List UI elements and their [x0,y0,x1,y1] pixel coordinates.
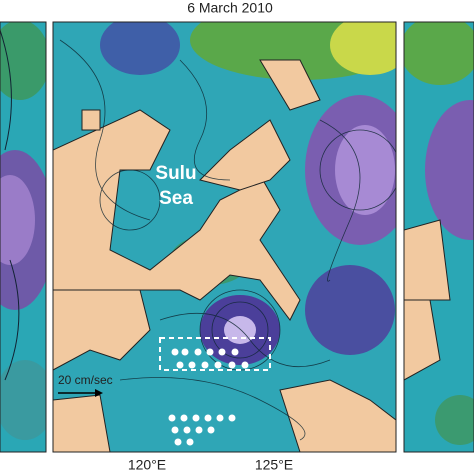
sea-label: Sea [159,188,193,209]
center-panel: Sulu Sea 20 cm/sec [53,22,396,452]
title: 6 March 2010 [187,0,273,16]
left-panel [0,22,46,452]
right-panel [404,22,474,452]
x-tick-label: 120°E [128,457,166,473]
scale-label: 20 cm/sec [58,373,113,387]
scale-arrow-head [95,389,103,397]
x-tick-label: 125°E [255,457,293,473]
sea-label: Sulu [155,163,196,184]
